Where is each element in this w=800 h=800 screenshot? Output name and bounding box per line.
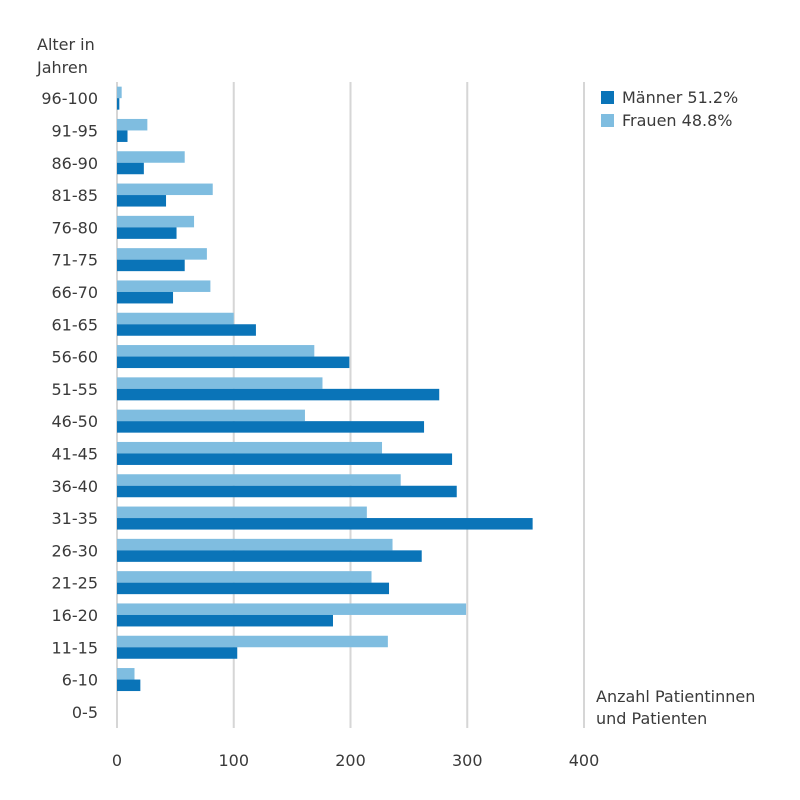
bar-maenner-16-20 bbox=[117, 614, 333, 627]
bar-maenner-6-10 bbox=[117, 679, 141, 692]
y-tick-label: 66-70 bbox=[52, 283, 99, 302]
bar-frauen-21-25 bbox=[117, 571, 372, 583]
bar-maenner-91-95 bbox=[117, 130, 128, 142]
bar-maenner-36-40 bbox=[117, 485, 457, 498]
bar-frauen-36-40 bbox=[117, 474, 401, 486]
bar-frauen-61-65 bbox=[117, 312, 234, 325]
x-axis-title-line: Anzahl Patientinnen bbox=[596, 687, 756, 706]
y-tick-label: 61-65 bbox=[52, 315, 99, 334]
bar-frauen-86-90 bbox=[117, 151, 185, 163]
bar-frauen-96-100 bbox=[117, 86, 122, 99]
bar-maenner-96-100 bbox=[117, 98, 120, 110]
bar-maenner-66-70 bbox=[117, 291, 174, 304]
y-tick-label: 56-60 bbox=[52, 348, 99, 367]
bar-maenner-86-90 bbox=[117, 162, 144, 175]
x-tick-label: 300 bbox=[452, 751, 483, 770]
bar-frauen-76-80 bbox=[117, 215, 195, 228]
y-tick-label: 91-95 bbox=[52, 121, 99, 140]
bars bbox=[117, 86, 533, 692]
bar-maenner-46-50 bbox=[117, 421, 425, 433]
y-tick-label: 71-75 bbox=[52, 251, 99, 270]
bar-frauen-56-60 bbox=[117, 345, 315, 357]
y-tick-label: 6-10 bbox=[62, 671, 98, 690]
y-tick-label: 31-35 bbox=[52, 509, 99, 528]
y-tick-label: 46-50 bbox=[52, 412, 99, 431]
y-tick-label: 76-80 bbox=[52, 218, 99, 237]
legend-swatch bbox=[601, 91, 614, 104]
bar-maenner-41-45 bbox=[117, 453, 453, 465]
bar-maenner-51-55 bbox=[117, 388, 440, 401]
bar-frauen-41-45 bbox=[117, 441, 383, 454]
x-tick-label: 0 bbox=[112, 751, 122, 770]
legend-label: Männer 51.2% bbox=[622, 88, 739, 107]
gridlines bbox=[116, 82, 585, 728]
bar-maenner-31-35 bbox=[117, 518, 533, 530]
y-tick-label: 96-100 bbox=[41, 89, 98, 108]
y-tick-label: 11-15 bbox=[52, 638, 99, 657]
y-axis-title-line: Jahren bbox=[37, 58, 88, 77]
bar-frauen-81-85 bbox=[117, 183, 213, 196]
legend-swatch bbox=[601, 114, 614, 127]
y-tick-label: 0-5 bbox=[72, 703, 98, 722]
bar-maenner-71-75 bbox=[117, 259, 185, 272]
x-axis-title-line: und Patienten bbox=[596, 709, 708, 728]
x-axis-title: Anzahl Patientinnen und Patienten bbox=[596, 686, 796, 730]
legend-label: Frauen 48.8% bbox=[622, 111, 733, 130]
y-tick-label: 16-20 bbox=[52, 606, 99, 625]
bar-maenner-61-65 bbox=[117, 324, 256, 336]
legend: Männer 51.2% Frauen 48.8% bbox=[601, 86, 738, 132]
x-tick-label: 100 bbox=[218, 751, 249, 770]
y-tick-label: 51-55 bbox=[52, 380, 99, 399]
y-tick-label: 21-25 bbox=[52, 574, 99, 593]
legend-item-frauen: Frauen 48.8% bbox=[601, 109, 738, 132]
bar-frauen-66-70 bbox=[117, 280, 211, 292]
bar-frauen-71-75 bbox=[117, 248, 207, 260]
y-axis-title: Alter in Jahren bbox=[37, 33, 95, 79]
bar-maenner-81-85 bbox=[117, 195, 167, 207]
y-tick-labels: 0-5 6-10 11-15 16-20 21-25 26-30 31-35 36-40 41-… bbox=[41, 89, 98, 722]
y-tick-label: 81-85 bbox=[52, 186, 99, 205]
bar-frauen-26-30 bbox=[117, 538, 393, 551]
bar-maenner-76-80 bbox=[117, 227, 177, 239]
y-tick-label: 36-40 bbox=[52, 477, 99, 496]
bar-maenner-11-15 bbox=[117, 647, 238, 659]
bar-frauen-31-35 bbox=[117, 506, 367, 519]
bar-maenner-56-60 bbox=[117, 356, 350, 369]
x-tick-label: 200 bbox=[335, 751, 366, 770]
x-tick-label: 400 bbox=[569, 751, 600, 770]
y-tick-label: 41-45 bbox=[52, 444, 99, 463]
y-tick-label: 26-30 bbox=[52, 541, 99, 560]
bar-frauen-11-15 bbox=[117, 635, 388, 648]
y-axis-title-line: Alter in bbox=[37, 35, 95, 54]
bar-frauen-46-50 bbox=[117, 409, 305, 422]
bar-maenner-26-30 bbox=[117, 550, 422, 562]
x-tick-labels: 0 100 200 300 400 bbox=[112, 751, 599, 770]
bar-frauen-16-20 bbox=[117, 603, 467, 615]
y-tick-label: 86-90 bbox=[52, 154, 99, 173]
bar-maenner-21-25 bbox=[117, 582, 390, 595]
bar-frauen-91-95 bbox=[117, 118, 148, 131]
bar-frauen-6-10 bbox=[117, 668, 135, 680]
legend-item-maenner: Männer 51.2% bbox=[601, 86, 738, 109]
bar-frauen-51-55 bbox=[117, 377, 323, 389]
